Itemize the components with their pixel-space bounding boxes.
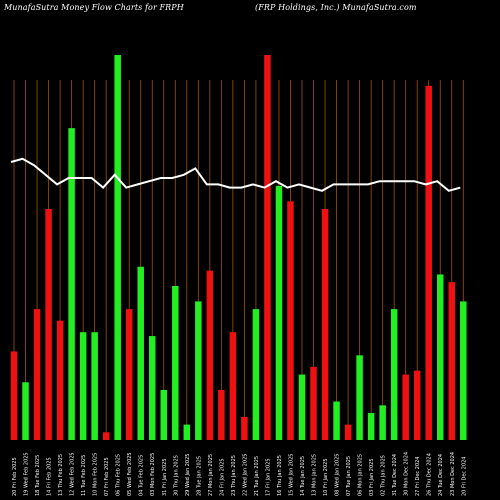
x-tick-label: 30 Mon Dec 2024 [404,452,410,496]
x-tick-label: 07 Tue Jan 2025 [346,456,352,496]
x-tick-label: 28 Tue Jan 2025 [196,456,202,496]
bar-18-tue-feb-2025 [33,309,41,440]
bar-03-fri-jan-2025 [367,413,375,440]
x-tick-label: 05 Wed Feb 2025 [127,452,133,496]
bar-20-fri-dec-2024 [460,301,467,440]
bar-16-thu-jan-2025 [275,185,283,440]
bar-28-tue-jan-2025 [195,301,202,440]
x-tick-label: 04 Tue Feb 2025 [139,455,145,496]
x-tick-label: 24 Tue Dec 2024 [438,454,444,496]
x-tick-label: 29 Wed Jan 2025 [185,454,191,496]
bar-24-fri-jan-2025 [218,389,225,440]
bar-17-fri-jan-2025 [264,55,271,440]
bar-30-mon-dec-2024 [402,374,409,440]
x-tick-label: 03 Fri Jan 2025 [369,458,375,496]
x-tick-label: 19 Wed Feb 2025 [24,452,30,496]
x-tick-label: 22 Wed Jan 2025 [242,454,248,496]
bar-27-mon-jan-2025 [206,270,214,440]
bar-14-tue-jan-2025 [298,374,306,440]
x-tick-label: 17 Fri Jan 2025 [265,458,271,496]
x-tick-label: 26 Thu Dec 2024 [427,453,433,496]
x-tick-label: 12 Wed Feb 2025 [70,452,76,496]
bar-23-thu-jan-2025 [229,332,237,440]
bar-10-fri-jan-2025 [321,209,329,440]
bar-02-thu-jan-2025 [379,405,386,440]
bar-13-mon-jan-2025 [310,366,317,440]
bar-07-tue-jan-2025 [344,424,352,440]
bar-13-thu-feb-2025 [56,320,64,440]
x-tick-label: 11 Tue Feb 2025 [81,455,87,496]
x-tick-label: 13 Mon Jan 2025 [312,454,318,496]
bar-06-mon-jan-2025 [356,355,363,440]
bar-21-tue-jan-2025 [252,309,260,440]
x-tick-label: 21 Tue Jan 2025 [254,456,260,496]
bar-22-wed-jan-2025 [241,416,248,440]
x-tick-label: 27 Mon Jan 2025 [208,454,214,496]
x-tick-label: 16 Thu Jan 2025 [277,455,283,496]
bar-12-wed-feb-2025 [68,128,75,440]
bar-19-wed-feb-2025 [22,382,29,440]
chart-subtitle: (FRP Holdings, Inc.) MunafaSutra.com [255,3,417,12]
x-tick-label: 02 Thu Jan 2025 [381,455,387,496]
x-axis-labels: 20 Fri Feb 2025 19 Wed Feb 2025 18 Tue Feb… [12,452,467,496]
bar-08-wed-jan-2025 [333,401,340,440]
bar-14-fri-feb-2025 [45,209,52,440]
x-tick-label: 07 Fri Feb 2025 [104,457,110,496]
x-tick-label: 06 Mon Jan 2025 [358,454,364,496]
x-tick-label: 10 Fri Jan 2025 [323,458,329,496]
bar-15-wed-jan-2025 [287,201,294,440]
bar-11-tue-feb-2025 [79,332,87,440]
bar-29-wed-jan-2025 [183,424,191,440]
x-tick-label: 03 Mon Feb 2025 [150,453,156,496]
bar-10-mon-feb-2025 [91,332,98,440]
x-tick-label: 23 Mon Dec 2024 [450,452,456,496]
bar-31-tue-dec-2024 [390,309,398,440]
x-tick-label: 27 Fri Dec 2024 [415,457,421,497]
bar-27-fri-dec-2024 [413,370,421,440]
bar-04-tue-feb-2025 [137,266,144,440]
bar-31-fri-jan-2025 [160,389,168,440]
bar-03-mon-feb-2025 [148,336,156,440]
x-tick-label: 10 Mon Feb 2025 [93,453,99,496]
x-tick-label: 06 Thu Feb 2025 [116,454,122,496]
bar-05-wed-feb-2025 [125,309,133,440]
x-tick-label: 30 Thu Jan 2025 [173,455,179,496]
x-tick-label: 14 Fri Feb 2025 [47,457,53,496]
x-tick-label: 13 Thu Feb 2025 [58,454,64,496]
bar-07-fri-feb-2025 [102,432,110,440]
bar-series [10,55,467,441]
x-tick-label: 18 Tue Feb 2025 [35,455,41,496]
bar-06-thu-feb-2025 [114,55,121,440]
x-tick-label: 14 Tue Jan 2025 [300,456,306,496]
x-tick-label: 20 Fri Dec 2024 [461,457,467,497]
x-tick-label: 20 Fri Feb 2025 [12,457,18,496]
bar-24-tue-dec-2024 [436,274,444,440]
bar-26-thu-dec-2024 [425,85,432,441]
x-tick-label: 23 Thu Jan 2025 [231,455,237,496]
bar-20-fri-feb-2025 [10,351,18,440]
chart-title: MunafaSutra Money Flow Charts for FRPH [4,3,184,12]
x-tick-label: 24 Fri Jan 2025 [219,458,225,496]
money-flow-line [10,157,461,192]
x-tick-label: 08 Wed Jan 2025 [335,454,341,496]
bar-30-thu-jan-2025 [172,286,179,440]
x-tick-label: 31 Fri Jan 2025 [162,458,168,496]
x-tick-label: 15 Wed Jan 2025 [288,454,294,496]
bar-23-mon-dec-2024 [448,282,456,440]
x-tick-label: 31 Tue Dec 2024 [392,454,398,496]
